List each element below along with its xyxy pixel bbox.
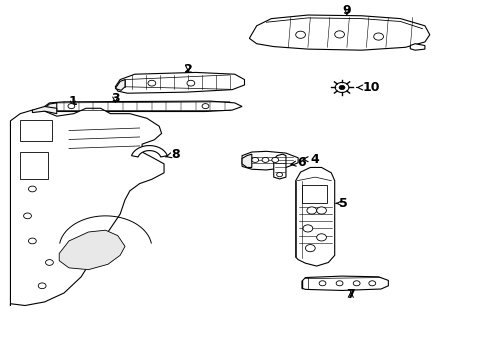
Circle shape <box>271 157 278 162</box>
Circle shape <box>38 283 46 289</box>
Circle shape <box>295 31 305 39</box>
Polygon shape <box>44 101 242 112</box>
Text: 1: 1 <box>68 95 77 108</box>
Bar <box>302 185 327 203</box>
Polygon shape <box>242 151 298 170</box>
Polygon shape <box>44 103 57 111</box>
Polygon shape <box>295 167 334 266</box>
Polygon shape <box>115 80 125 90</box>
Polygon shape <box>59 230 125 270</box>
Text: 3: 3 <box>111 92 120 105</box>
Polygon shape <box>32 107 57 114</box>
Bar <box>20 120 52 140</box>
Polygon shape <box>10 108 163 306</box>
Polygon shape <box>131 145 167 157</box>
Polygon shape <box>273 154 285 179</box>
Circle shape <box>251 157 258 162</box>
Circle shape <box>334 31 344 38</box>
Circle shape <box>186 80 194 86</box>
Text: 7: 7 <box>346 288 354 301</box>
Polygon shape <box>115 72 244 93</box>
Circle shape <box>23 213 31 219</box>
Bar <box>20 152 48 179</box>
Circle shape <box>68 104 75 109</box>
Circle shape <box>262 157 268 162</box>
Circle shape <box>303 225 312 232</box>
Circle shape <box>276 172 282 177</box>
Circle shape <box>373 33 383 40</box>
Text: 4: 4 <box>303 153 319 166</box>
Circle shape <box>352 281 359 286</box>
Circle shape <box>316 234 326 241</box>
Circle shape <box>334 82 348 93</box>
Polygon shape <box>302 276 387 291</box>
Circle shape <box>335 281 342 286</box>
Text: 6: 6 <box>290 156 305 169</box>
Circle shape <box>316 207 326 214</box>
Text: 9: 9 <box>342 4 350 17</box>
Circle shape <box>45 260 53 265</box>
Circle shape <box>306 207 316 214</box>
Text: 10: 10 <box>356 81 379 94</box>
Text: 5: 5 <box>336 197 347 210</box>
Circle shape <box>28 238 36 244</box>
Polygon shape <box>249 15 429 50</box>
Circle shape <box>305 244 315 252</box>
Circle shape <box>148 80 156 86</box>
Circle shape <box>368 281 375 286</box>
Circle shape <box>28 186 36 192</box>
Circle shape <box>319 281 325 286</box>
Circle shape <box>338 85 344 90</box>
Polygon shape <box>242 154 251 167</box>
Polygon shape <box>409 44 424 50</box>
Circle shape <box>202 104 208 109</box>
Text: 2: 2 <box>183 63 192 76</box>
Text: 8: 8 <box>165 148 179 161</box>
